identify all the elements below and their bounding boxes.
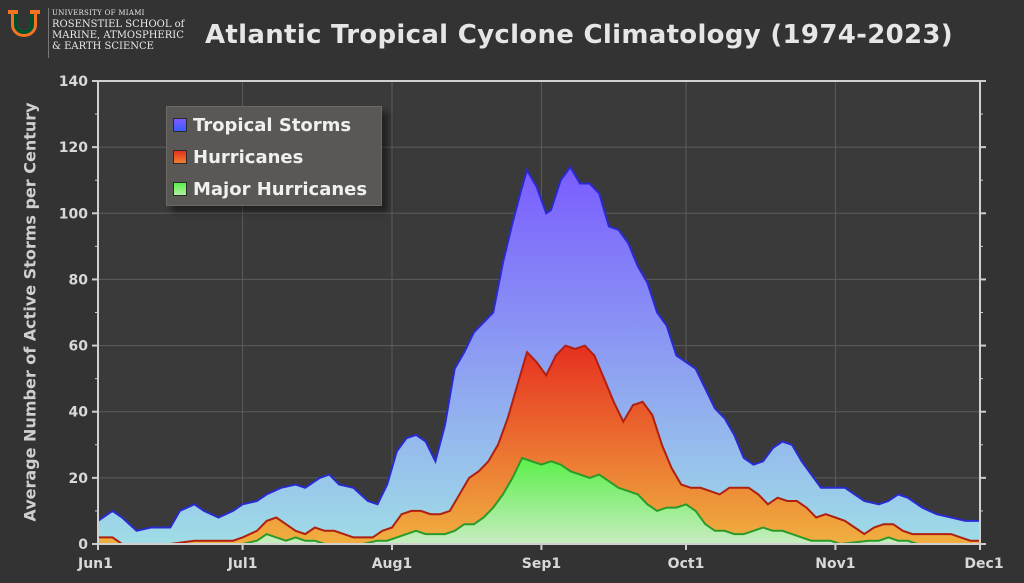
logo-line-2: ROSENSTIEL SCHOOL of bbox=[52, 19, 185, 30]
u-logo-icon bbox=[8, 10, 40, 37]
logo-line-4: & EARTH SCIENCE bbox=[52, 41, 154, 52]
y-tick-label: 40 bbox=[69, 405, 89, 421]
legend-label-major-hurricanes: Major Hurricanes bbox=[193, 178, 368, 200]
y-tick-label: 120 bbox=[59, 140, 88, 156]
legend-item-major-hurricanes: Major Hurricanes bbox=[173, 175, 367, 203]
line-tropical-storms bbox=[97, 165, 980, 532]
legend-swatch-tropical-storms bbox=[173, 118, 187, 132]
y-tick-label: 0 bbox=[78, 537, 88, 553]
y-tick-label: 100 bbox=[59, 206, 88, 222]
logo-line-3: MARINE, ATMOSPHERIC bbox=[52, 30, 184, 41]
axes: 0 20 40 60 80 100 120 140 Jun1 Jul1 Aug1 Sep1 Oct1 No… bbox=[59, 74, 1004, 572]
y-tick-label: 20 bbox=[69, 471, 89, 487]
area-major-hurricanes bbox=[98, 458, 980, 544]
plot-frame bbox=[97, 80, 981, 545]
line-hurricanes bbox=[98, 344, 980, 545]
legend-label-tropical-storms: Tropical Storms bbox=[193, 114, 352, 136]
x-tick-label: Nov1 bbox=[815, 556, 855, 572]
legend-item-tropical-storms: Tropical Storms bbox=[173, 111, 351, 139]
y-tick-label: 60 bbox=[69, 339, 89, 355]
area-hurricanes bbox=[98, 345, 980, 544]
chart-title: Atlantic Tropical Cyclone Climatology (1… bbox=[205, 20, 953, 50]
legend-swatch-hurricanes bbox=[173, 150, 187, 164]
university-logo: UNIVERSITY OF MIAMI ROSENSTIEL SCHOOL of… bbox=[6, 6, 196, 62]
x-tick-label: Oct1 bbox=[668, 556, 705, 572]
legend-swatch-major-hurricanes bbox=[173, 182, 187, 196]
x-tick-label: Jun1 bbox=[77, 556, 113, 572]
legend-label-hurricanes: Hurricanes bbox=[193, 146, 304, 168]
x-tick-label: Jul1 bbox=[227, 556, 258, 572]
logo-line-1: UNIVERSITY OF MIAMI bbox=[52, 9, 145, 17]
x-tick-label: Dec1 bbox=[964, 556, 1003, 572]
logo-divider bbox=[48, 8, 49, 58]
y-tick-label: 80 bbox=[69, 272, 89, 288]
line-major-hurricanes bbox=[98, 456, 980, 546]
series-areas bbox=[97, 165, 980, 546]
legend: Tropical Storms Hurricanes Major Hurrica… bbox=[166, 106, 382, 206]
legend-item-hurricanes: Hurricanes bbox=[173, 143, 303, 171]
x-tick-label: Sep1 bbox=[522, 556, 561, 572]
y-tick-label: 140 bbox=[59, 74, 88, 90]
logo-text: UNIVERSITY OF MIAMI ROSENSTIEL SCHOOL of… bbox=[52, 8, 184, 52]
x-tick-label: Aug1 bbox=[372, 556, 413, 572]
area-tropical-storms bbox=[98, 167, 980, 544]
